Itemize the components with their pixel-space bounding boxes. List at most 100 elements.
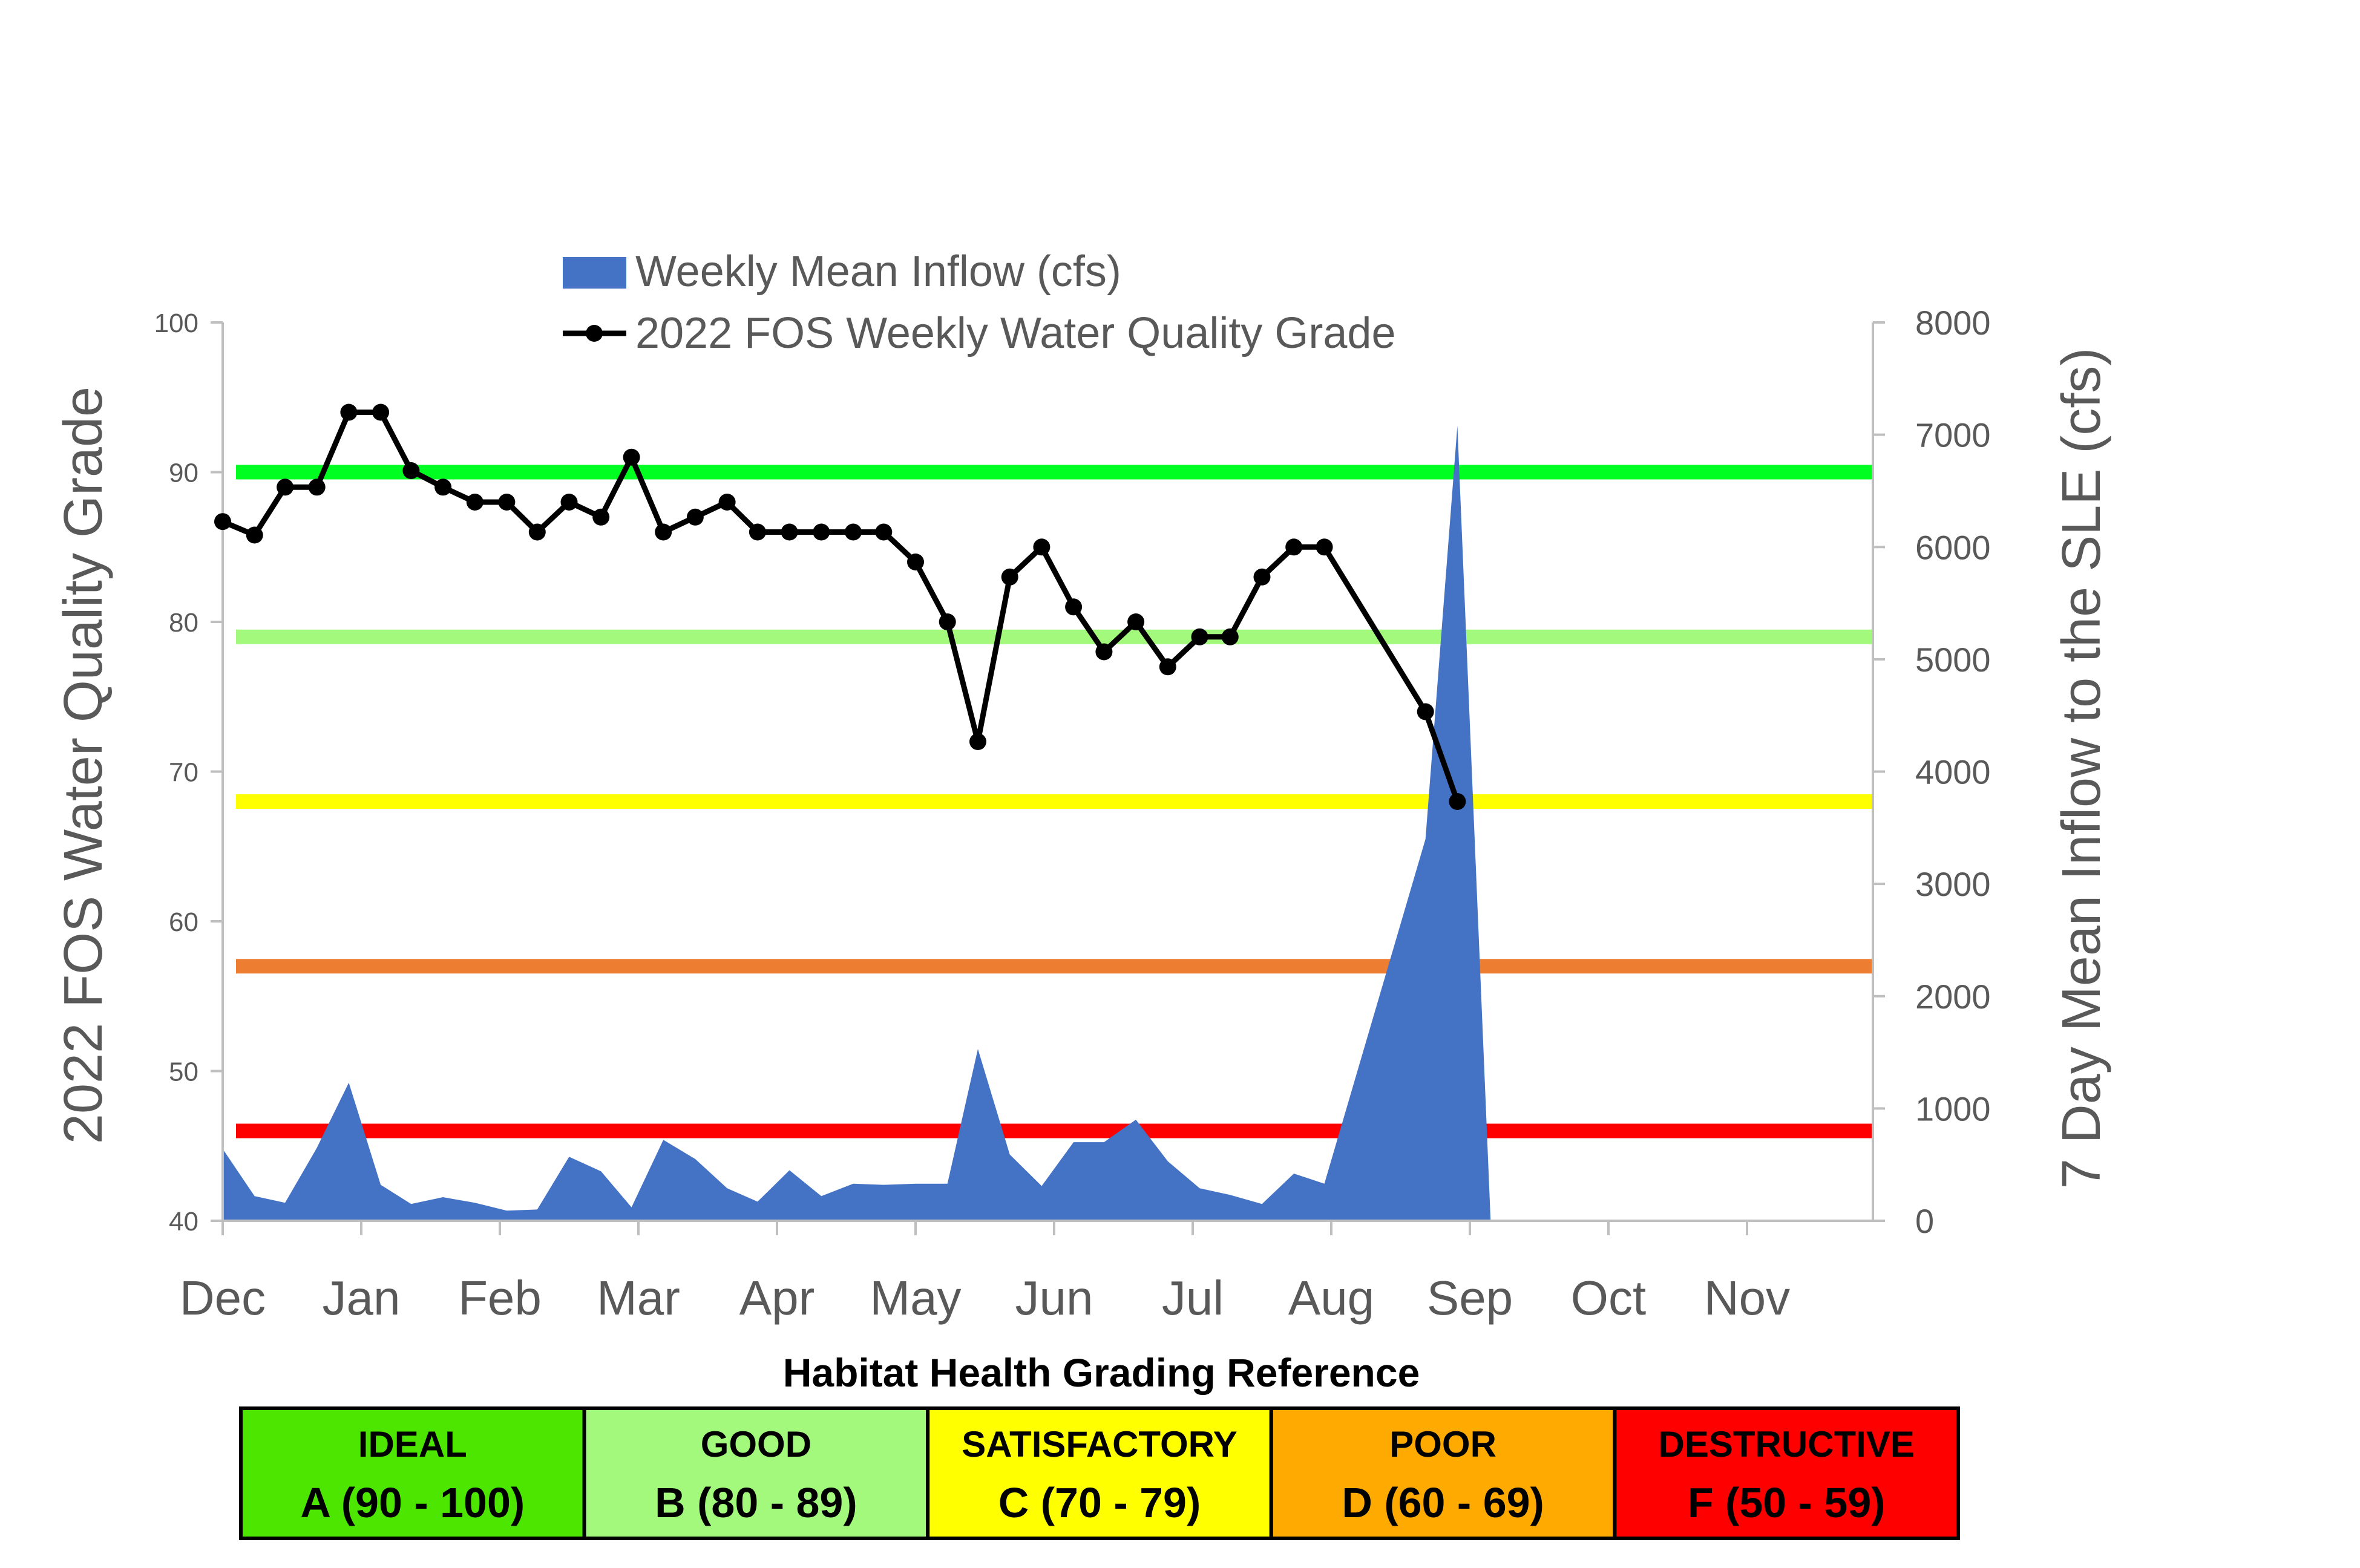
right-tick-label: 4000 — [1915, 753, 1991, 791]
grade-band-4 — [236, 1123, 1873, 1138]
left-axis-title: 2022 FOS Water Quality Grade — [53, 387, 114, 1144]
left-tick-label: 40 — [169, 1207, 198, 1236]
reference-cell-2 — [926, 1406, 1273, 1540]
grade-point — [1159, 658, 1176, 676]
legend-label-inflow: Weekly Mean Inflow (cfs) — [635, 247, 1121, 296]
left-tick-label: 50 — [169, 1057, 198, 1087]
grade-point — [246, 526, 263, 544]
grade-point — [718, 494, 736, 511]
grade-point — [1221, 628, 1239, 645]
grade-point — [214, 513, 231, 531]
right-tick-label: 3000 — [1915, 865, 1991, 903]
grade-point — [1316, 538, 1333, 556]
legend-label-grade: 2022 FOS Weekly Water Quality Grade — [635, 309, 1395, 358]
axis-titles: 2022 FOS Water Quality Grade 7 Day Mean … — [53, 348, 2112, 1189]
grade-point — [1001, 568, 1018, 586]
grade-point — [1449, 793, 1466, 810]
right-tick-label: 0 — [1915, 1202, 1934, 1240]
reference-cell-4 — [1613, 1406, 1960, 1540]
legend-swatch-inflow — [563, 257, 626, 289]
reference-cell-name: SATISFACTORY — [962, 1424, 1237, 1465]
grade-point — [1065, 598, 1083, 616]
grade-point — [1191, 628, 1208, 645]
left-tick-label: 90 — [169, 459, 198, 488]
grade-point — [749, 523, 766, 541]
right-tick-label: 6000 — [1915, 528, 1991, 566]
x-tick-label: May — [870, 1271, 961, 1325]
x-tick-label: Feb — [458, 1271, 542, 1325]
grade-point — [939, 613, 956, 630]
right-tick-label: 8000 — [1915, 304, 1991, 342]
x-tick-label: Sep — [1427, 1271, 1513, 1325]
grade-point — [875, 523, 893, 541]
grade-point — [781, 523, 798, 541]
grade-point — [1033, 538, 1051, 556]
grade-point — [907, 554, 924, 570]
axes: 4050607080901000100020003000400050006000… — [154, 304, 1991, 1325]
x-tick-label: Nov — [1704, 1271, 1790, 1325]
grading-reference: Habitat Health Grading Reference IDEAL A … — [239, 1350, 1960, 1540]
x-tick-label: Mar — [597, 1271, 680, 1325]
reference-cell-name: GOOD — [701, 1424, 811, 1465]
left-tick-label: 100 — [154, 309, 198, 338]
grade-point — [1253, 568, 1271, 586]
grade-point — [434, 479, 452, 496]
grade-bands — [236, 465, 1873, 1138]
grade-band-1 — [236, 629, 1873, 644]
grade-point — [340, 403, 358, 421]
reference-cell-range: A (90 - 100) — [300, 1479, 525, 1526]
left-tick-label: 60 — [169, 907, 198, 937]
grade-point — [969, 733, 986, 750]
grade-point — [1127, 613, 1145, 630]
legend-swatch-grade-marker — [586, 325, 603, 342]
reference-cell-1 — [582, 1406, 930, 1540]
grade-point — [277, 479, 294, 496]
grade-point — [845, 523, 862, 541]
x-tick-label: Dec — [180, 1271, 266, 1325]
grade-band-0 — [236, 465, 1873, 480]
grade-point — [1095, 643, 1113, 661]
x-tick-label: Jun — [1015, 1271, 1093, 1325]
right-tick-label: 5000 — [1915, 641, 1991, 679]
inflow-area — [223, 425, 1491, 1221]
grade-point — [466, 494, 483, 511]
reference-cell-range: C (70 - 79) — [998, 1479, 1201, 1526]
x-tick-label: Oct — [1571, 1271, 1646, 1325]
reference-cell-range: F (50 - 59) — [1688, 1479, 1886, 1526]
grade-point — [528, 523, 546, 541]
right-axis-title: 7 Day Mean Inflow to the SLE (cfs) — [2051, 348, 2112, 1189]
right-tick-label: 1000 — [1915, 1089, 1991, 1128]
grade-point — [372, 403, 390, 421]
grade-band-2 — [236, 794, 1873, 809]
x-tick-label: Jan — [323, 1271, 401, 1325]
grade-point — [1417, 703, 1434, 720]
grade-point — [308, 479, 326, 496]
reference-cell-range: D (60 - 69) — [1342, 1479, 1544, 1526]
reference-cell-3 — [1269, 1406, 1617, 1540]
grade-point — [655, 523, 672, 541]
reference-cell-name: DESTRUCTIVE — [1659, 1424, 1915, 1465]
left-tick-label: 80 — [169, 608, 198, 638]
grade-band-3 — [236, 959, 1873, 974]
grade-point — [1285, 538, 1303, 556]
x-tick-label: Aug — [1288, 1271, 1374, 1325]
grade-point — [402, 462, 420, 479]
grade-point — [623, 448, 640, 466]
grade-point — [560, 494, 578, 511]
x-tick-label: Jul — [1162, 1271, 1224, 1325]
legend: Weekly Mean Inflow (cfs) 2022 FOS Weekly … — [563, 247, 1395, 358]
reference-cell-name: IDEAL — [358, 1424, 467, 1465]
grading-reference-title: Habitat Health Grading Reference — [783, 1350, 1420, 1395]
x-tick-label: Apr — [739, 1271, 815, 1325]
grade-point — [813, 523, 830, 541]
left-tick-label: 70 — [169, 758, 198, 788]
reference-cell-range: B (80 - 89) — [655, 1479, 857, 1526]
grade-point — [592, 508, 610, 526]
reference-cell-name: POOR — [1389, 1424, 1496, 1465]
grade-line-group — [214, 403, 1466, 810]
right-tick-label: 2000 — [1915, 978, 1991, 1016]
inflow-area-group — [223, 425, 1491, 1221]
grade-point — [686, 508, 704, 526]
